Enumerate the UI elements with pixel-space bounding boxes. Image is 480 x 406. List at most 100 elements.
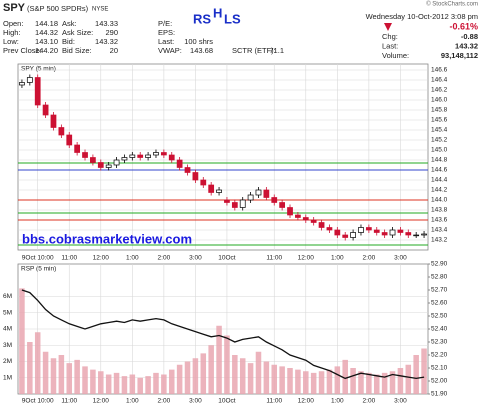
field-value: 20 <box>110 46 118 55</box>
candle-body <box>74 144 81 153</box>
field-label: Low: <box>3 37 19 46</box>
down-arrow <box>384 23 392 31</box>
y-tick-label: 144.0 <box>431 197 448 204</box>
candle-body <box>413 234 420 237</box>
field-label: Open: <box>3 19 23 28</box>
stat-value: -0.88 <box>461 32 478 41</box>
volume-bar <box>224 335 230 394</box>
volume-bar <box>153 372 159 394</box>
candle-body <box>373 229 380 233</box>
y-tick-label: 145.4 <box>431 127 448 134</box>
volume-bar <box>366 372 372 394</box>
field-label: Ask Size: <box>62 28 93 37</box>
x-tick-label: 3:00 <box>189 255 202 262</box>
y-tick-label: 146.0 <box>431 97 448 104</box>
field-label: Bid: <box>62 37 75 46</box>
volume-bar <box>184 361 191 394</box>
field-label: VWAP: <box>158 46 182 55</box>
x-tick-label: 11:00 <box>61 398 77 405</box>
y2-tick-label: 52.80 <box>431 274 448 281</box>
volume-bar <box>350 368 356 394</box>
y-tick-label: 143.8 <box>431 207 448 214</box>
volume-bar <box>303 371 309 394</box>
candle-body <box>239 199 246 208</box>
x-tick-label: 2:00 <box>158 398 171 405</box>
candle-body <box>279 202 286 208</box>
field-value: 144.32 <box>35 28 58 37</box>
x-tick-label: 11:00 <box>61 255 77 262</box>
x-tick-label: 12:00 <box>298 255 315 262</box>
volume-bar <box>397 368 404 394</box>
candle-body <box>66 134 73 146</box>
candle-body <box>271 197 278 203</box>
pattern-ls: LS <box>224 11 241 26</box>
field-label: Bid Size: <box>62 46 92 55</box>
candle-body <box>216 189 222 193</box>
candle-body <box>176 159 183 168</box>
volume-bar <box>161 374 167 394</box>
candle-body <box>231 202 238 208</box>
volume-bar <box>287 368 293 394</box>
candle-body <box>310 219 317 223</box>
volume-bar <box>279 366 285 394</box>
volume-bar <box>239 358 246 394</box>
stat-value: 93,148,112 <box>441 51 478 60</box>
x-tick-label: 1:00 <box>331 255 344 262</box>
y-tick-label: 6M <box>3 293 12 300</box>
candle-body <box>192 172 199 181</box>
y2-tick-label: 52.40 <box>431 326 448 333</box>
volume-bar <box>192 358 199 394</box>
candle-body <box>358 227 364 233</box>
candle-body <box>90 157 96 163</box>
x-tick-label: 9Oct 10:00 <box>22 255 54 262</box>
field-label: Prev Close: <box>3 46 42 55</box>
candle-body <box>397 229 404 233</box>
stat-label: Last: <box>382 41 398 50</box>
volume-bar <box>129 374 136 394</box>
candle-body <box>121 157 128 161</box>
volume-bar <box>113 372 120 394</box>
volume-bar <box>413 355 419 394</box>
volume-bar <box>271 364 278 394</box>
candle-body <box>263 189 270 198</box>
y-tick-label: 1M <box>3 374 12 381</box>
volume-bar <box>58 355 65 394</box>
volume-bar <box>326 369 333 394</box>
x-tick-label: 12:00 <box>93 255 110 262</box>
volume-bar <box>247 363 254 394</box>
candle-body <box>365 227 372 231</box>
y2-tick-label: 51.90 <box>431 391 448 398</box>
volume-bar <box>405 364 412 394</box>
volume-bar <box>105 374 112 394</box>
volume-bar <box>98 371 104 394</box>
field-label: SCTR (ETF): <box>232 46 276 55</box>
date-time: Wednesday 10-Oct-2012 3:08 pm <box>366 12 478 21</box>
field-value: 100 shrs <box>184 37 213 46</box>
volume-bar <box>19 288 25 394</box>
volume-bar <box>74 359 80 394</box>
x-tick-label: 2:00 <box>363 255 376 262</box>
candle-body <box>421 233 427 236</box>
volume-bar <box>232 355 238 394</box>
y-tick-label: 146.6 <box>431 67 448 74</box>
field-value: 143.33 <box>95 19 118 28</box>
candle-body <box>82 152 88 158</box>
y2-tick-label: 52.10 <box>431 365 448 372</box>
candle-body <box>255 189 262 196</box>
candle-body <box>26 77 33 83</box>
candle-body <box>58 127 65 136</box>
price-line <box>21 289 425 380</box>
y-tick-label: 145.8 <box>431 107 448 114</box>
y-tick-label: 144.8 <box>431 157 448 164</box>
stat-label: Chg: <box>382 32 398 41</box>
field-value: 143.10 <box>35 37 58 46</box>
price-panel <box>17 63 429 251</box>
y2-tick-label: 52.20 <box>431 352 448 359</box>
candle-body <box>168 154 175 161</box>
field-label: High: <box>3 28 21 37</box>
x-tick-label: 3:00 <box>394 255 407 262</box>
y-tick-label: 143.2 <box>431 237 448 244</box>
volume-bar <box>358 371 364 394</box>
panel-label: RSP (5 min) <box>21 266 56 273</box>
